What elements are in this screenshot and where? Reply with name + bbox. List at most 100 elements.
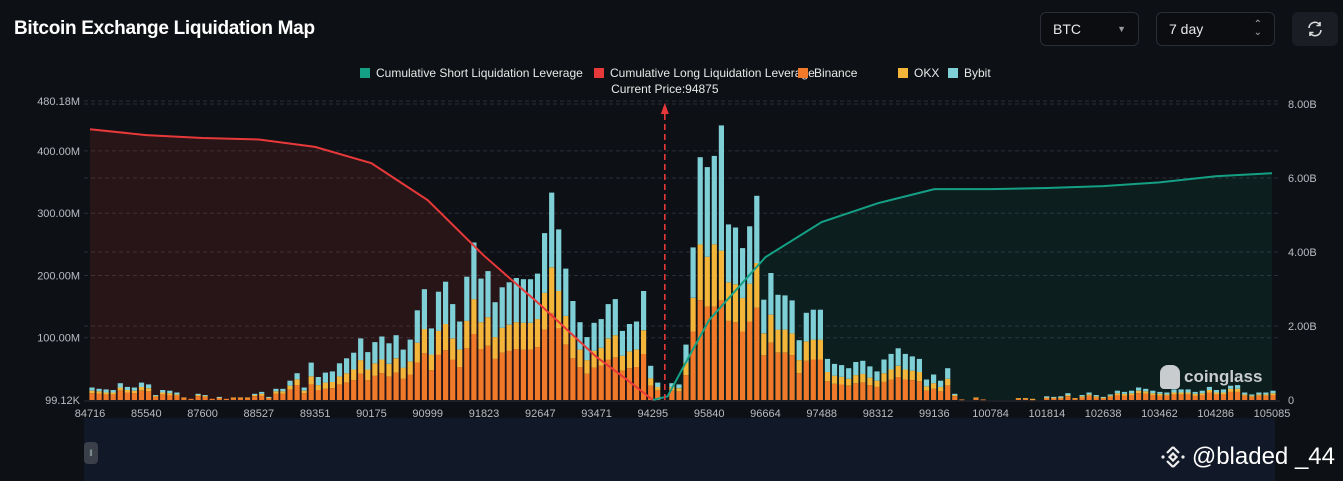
- bar-binance: [1015, 398, 1021, 400]
- bar-binance: [230, 398, 236, 400]
- legend-item[interactable]: Cumulative Short Liquidation Leverage: [360, 66, 583, 80]
- bar-binance: [1242, 395, 1248, 400]
- bar-okx: [450, 338, 456, 360]
- bar-okx: [386, 363, 392, 377]
- bar-okx: [457, 349, 463, 367]
- bar-bybit: [1270, 390, 1276, 394]
- bar-binance: [1129, 395, 1135, 400]
- bar-binance: [697, 300, 703, 400]
- x-tick-label: 85540: [131, 408, 162, 420]
- bar-bybit: [952, 393, 958, 395]
- x-tick-label: 100784: [972, 408, 1009, 420]
- bar-okx: [1121, 393, 1128, 396]
- bar-okx: [973, 397, 979, 399]
- bar-bybit: [697, 157, 703, 245]
- x-tick-label: 95840: [694, 408, 725, 420]
- bar-bybit: [556, 229, 562, 291]
- bar-okx: [266, 397, 272, 399]
- bar-okx: [443, 324, 449, 351]
- bar-binance: [1178, 394, 1184, 400]
- bar-okx: [181, 397, 187, 399]
- bar-binance: [450, 359, 456, 400]
- bar-okx: [1093, 396, 1099, 398]
- x-tick-label: 101814: [1028, 408, 1065, 420]
- zoom-slider-handle[interactable]: ‖: [84, 442, 98, 464]
- bar-binance: [534, 347, 541, 400]
- bar-bybit: [216, 396, 222, 398]
- zoom-slider-track[interactable]: [84, 418, 1275, 481]
- bar-binance: [393, 372, 399, 400]
- bar-binance: [400, 378, 406, 400]
- bar-binance: [542, 329, 548, 400]
- bar-binance: [619, 370, 625, 400]
- bar-bybit: [817, 309, 823, 340]
- bar-bybit: [160, 390, 166, 393]
- bar-okx: [923, 386, 930, 391]
- bar-binance: [499, 352, 505, 400]
- bar-okx: [1206, 390, 1212, 393]
- bar-binance: [577, 367, 583, 400]
- bar-okx: [280, 391, 286, 394]
- bar-okx: [1150, 393, 1156, 396]
- bar-binance: [273, 393, 279, 400]
- y-right-tick-label: 8.00B: [1288, 99, 1317, 111]
- bar-bybit: [810, 309, 816, 340]
- bar-binance: [973, 398, 979, 400]
- caret-down-icon: ▼: [1117, 24, 1126, 34]
- legend-swatch: [594, 68, 604, 78]
- bar-okx: [534, 319, 541, 348]
- legend-label: Cumulative Long Liquidation Leverage: [610, 66, 815, 80]
- up-down-chevron-icon: ⌃ ⌄: [1253, 19, 1262, 38]
- time-range-select[interactable]: 7 day ⌃ ⌄: [1156, 12, 1275, 46]
- bar-bybit: [506, 282, 512, 325]
- bar-binance: [301, 393, 307, 400]
- legend-item[interactable]: Cumulative Long Liquidation Leverage: [594, 66, 815, 80]
- bar-bybit: [174, 392, 180, 395]
- bar-okx: [131, 390, 137, 394]
- bar-okx: [1079, 396, 1085, 398]
- bar-binance: [485, 345, 491, 400]
- legend-item[interactable]: Bybit: [948, 66, 991, 80]
- bar-binance: [768, 342, 774, 400]
- bar-okx: [775, 329, 781, 353]
- bar-bybit: [1192, 391, 1198, 394]
- coin-select[interactable]: BTC ▼: [1040, 12, 1139, 46]
- y-left-tick-label: 480.18M: [37, 96, 80, 108]
- bar-bybit: [252, 393, 258, 395]
- bar-binance: [259, 395, 265, 400]
- bar-okx: [259, 393, 265, 396]
- bar-binance: [598, 365, 604, 400]
- x-tick-label: 89351: [300, 408, 331, 420]
- bar-bybit: [1114, 390, 1120, 394]
- bar-bybit: [1136, 387, 1142, 391]
- bar-binance: [1051, 398, 1057, 400]
- bar-binance: [379, 373, 385, 400]
- refresh-button[interactable]: [1292, 12, 1338, 46]
- bar-bybit: [1065, 393, 1071, 396]
- refresh-icon: [1308, 21, 1322, 37]
- bar-binance: [732, 322, 739, 400]
- bar-okx: [740, 297, 746, 332]
- bar-binance: [1121, 395, 1128, 400]
- bar-binance: [294, 385, 300, 400]
- bar-okx: [195, 395, 201, 397]
- binance-logo-icon: [1161, 446, 1185, 468]
- bar-binance: [867, 385, 873, 400]
- bar-bybit: [860, 360, 866, 374]
- bar-okx: [499, 327, 505, 353]
- bar-okx: [747, 283, 753, 322]
- legend-label: Bybit: [964, 66, 991, 80]
- bar-binance: [428, 370, 434, 400]
- bar-bybit: [909, 356, 915, 371]
- bar-okx: [1256, 394, 1262, 396]
- bar-binance: [237, 398, 244, 400]
- coinglass-logo-icon: [1160, 365, 1180, 389]
- legend-item[interactable]: Binance: [798, 66, 858, 80]
- bar-bybit: [534, 273, 541, 320]
- legend-item[interactable]: OKX: [898, 66, 939, 80]
- bar-okx: [697, 244, 703, 301]
- bar-binance: [1100, 398, 1106, 400]
- bar-binance: [1228, 391, 1234, 400]
- bar-bybit: [846, 368, 852, 379]
- bar-binance: [641, 353, 647, 400]
